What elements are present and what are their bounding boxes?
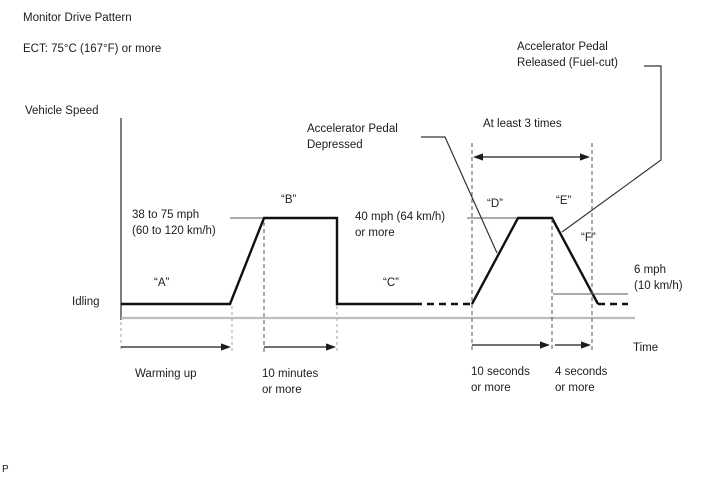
callout-accel-depressed-line2: Depressed: [307, 139, 363, 151]
speed-trace-d-e-f: [470, 216, 600, 305]
x-axis-label: Time: [633, 342, 659, 354]
segment-label-f: “F”: [581, 232, 596, 244]
arrow-10-seconds: [472, 341, 550, 349]
interval-4-seconds-line1: 4 seconds: [555, 366, 608, 378]
interval-4-seconds-line2: or more: [555, 382, 595, 394]
speed-note-d-line2: or more: [355, 227, 395, 239]
speed-note-d: 40 mph (64 km/h) or more: [355, 209, 445, 241]
speed-note-b-line2: (60 to 120 km/h): [132, 225, 216, 237]
interval-10-seconds-line2: or more: [471, 382, 511, 394]
callout-accel-released: Accelerator Pedal Released (Fuel-cut): [517, 39, 618, 71]
callout-accel-depressed-line1: Accelerator Pedal: [307, 123, 398, 135]
interval-10-seconds: 10 seconds or more: [471, 364, 530, 396]
arrow-10-minutes: [264, 343, 336, 351]
segment-label-e: “E”: [556, 195, 572, 207]
arrow-warming-up: [121, 343, 231, 351]
interval-10-seconds-line1: 10 seconds: [471, 366, 530, 378]
page-title: Monitor Drive Pattern: [23, 12, 132, 24]
callout-accel-released-line2: Released (Fuel-cut): [517, 57, 618, 69]
interval-10-minutes-line1: 10 minutes: [262, 368, 319, 380]
speed-note-d-line1: 40 mph (64 km/h): [355, 211, 446, 223]
interval-10-minutes-line2: or more: [262, 384, 302, 396]
ect-condition: ECT: 75°C (167°F) or more: [23, 43, 162, 55]
segment-label-a: “A”: [154, 277, 170, 289]
repeat-note: At least 3 times: [483, 118, 562, 130]
corner-watermark: P: [2, 464, 9, 475]
speed-trace-warmup-b: [121, 216, 415, 306]
leader-accel-released: [561, 65, 662, 233]
speed-note-f-line1: 6 mph: [634, 264, 666, 276]
segment-label-d: “D”: [487, 198, 503, 210]
interval-warming-up: Warming up: [135, 368, 197, 380]
callout-accel-depressed: Accelerator Pedal Depressed: [307, 121, 398, 153]
y-axis-label: Vehicle Speed: [25, 105, 99, 117]
speed-note-f-line2: (10 km/h): [634, 280, 683, 292]
segment-label-c: “C”: [383, 277, 399, 289]
speed-note-b-line1: 38 to 75 mph: [132, 209, 200, 221]
segment-label-b: “B”: [281, 194, 297, 206]
speed-note-f: 6 mph (10 km/h): [634, 262, 683, 294]
idling-label: Idling: [72, 296, 100, 308]
leader-accel-depressed: [421, 136, 498, 254]
arrow-at-least-3-times: [473, 153, 590, 161]
callout-accel-released-line1: Accelerator Pedal: [517, 41, 608, 53]
interval-4-seconds: 4 seconds or more: [555, 364, 607, 396]
speed-note-b: 38 to 75 mph (60 to 120 km/h): [132, 207, 216, 239]
interval-10-minutes: 10 minutes or more: [262, 366, 318, 398]
arrow-4-seconds: [555, 341, 591, 349]
